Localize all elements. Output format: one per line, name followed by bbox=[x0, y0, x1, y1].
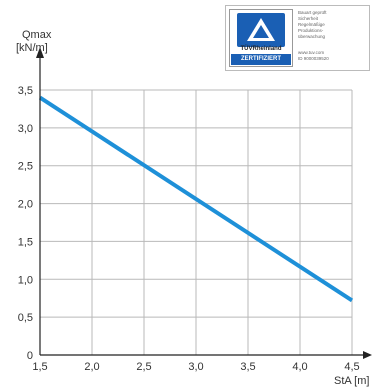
badge-id: ID 9000039520 bbox=[298, 56, 329, 61]
x-tick-label: 4,5 bbox=[344, 361, 359, 373]
tick-labels: 1,5 2,0 2,5 3,0 3,5 4,0 4,5 0 0,5 1,0 1,5 2,0 2,5 3,0… bbox=[18, 85, 360, 373]
badge-line: Produktions- bbox=[298, 28, 324, 33]
y-tick-label: 1,0 bbox=[18, 274, 33, 286]
badge-footer: www.tuv.com ID 9000039520 bbox=[298, 50, 368, 62]
tuv-certification-badge: TÜVRheinland ZERTIFIZIERT Bauart geprüft… bbox=[225, 5, 370, 71]
series-layer bbox=[38, 95, 354, 303]
x-tick-label: 3,0 bbox=[188, 361, 203, 373]
certified-label: ZERTIFIZIERT bbox=[231, 54, 291, 65]
x-tick-label: 2,0 bbox=[84, 361, 99, 373]
tuv-logo-block: TÜVRheinland ZERTIFIZIERT bbox=[229, 9, 293, 67]
x-tick-label: 1,5 bbox=[32, 361, 47, 373]
series-line bbox=[38, 95, 354, 303]
x-tick-label: 4,0 bbox=[292, 361, 307, 373]
y-tick-label: 3,5 bbox=[18, 85, 33, 97]
badge-web: www.tuv.com bbox=[298, 50, 325, 55]
y-axis-title-line1: Qmax bbox=[22, 29, 52, 41]
y-tick-label: 1,5 bbox=[18, 236, 33, 248]
badge-description: Bauart geprüft Sicherheit Regelmäßige Pr… bbox=[298, 10, 368, 40]
y-tick-label: 0 bbox=[27, 350, 33, 362]
x-axis-arrow bbox=[363, 351, 372, 359]
y-axis-arrow bbox=[36, 47, 44, 58]
x-tick-label: 3,5 bbox=[240, 361, 255, 373]
axes bbox=[36, 47, 372, 359]
badge-line: Bauart geprüft bbox=[298, 10, 327, 15]
badge-line: Regelmäßige bbox=[298, 22, 325, 27]
y-tick-label: 2,5 bbox=[18, 161, 33, 173]
badge-line: überwachung bbox=[298, 34, 326, 39]
y-tick-label: 0,5 bbox=[18, 312, 33, 324]
badge-line: Sicherheit bbox=[298, 16, 319, 21]
x-tick-label: 2,5 bbox=[136, 361, 151, 373]
y-tick-label: 2,0 bbox=[18, 199, 33, 211]
y-axis-title-line2: [kN/m] bbox=[16, 42, 48, 54]
tuv-triangle-icon bbox=[237, 13, 285, 47]
grid bbox=[40, 89, 353, 355]
tuv-brand-name: TÜVRheinland bbox=[240, 46, 282, 52]
y-tick-label: 3,0 bbox=[18, 123, 33, 135]
x-axis-title: StA [m] bbox=[334, 375, 369, 387]
